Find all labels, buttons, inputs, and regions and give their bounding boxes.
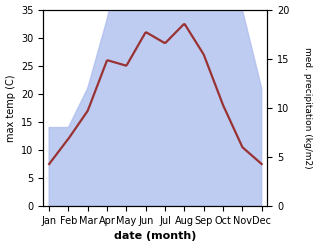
X-axis label: date (month): date (month) xyxy=(114,231,197,242)
Y-axis label: med. precipitation (kg/m2): med. precipitation (kg/m2) xyxy=(303,47,313,169)
Y-axis label: max temp (C): max temp (C) xyxy=(5,74,16,142)
